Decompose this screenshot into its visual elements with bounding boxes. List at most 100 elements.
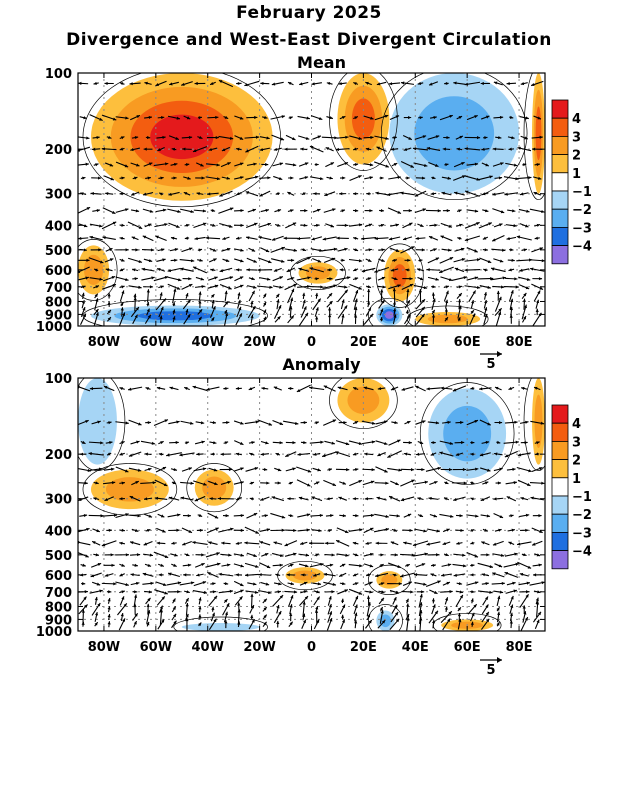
vector-arrowhead [342, 514, 346, 518]
vector-arrowhead [354, 620, 358, 624]
vector-arrowhead [538, 277, 543, 281]
vector-arrowhead [316, 596, 320, 601]
vector-arrowhead [150, 248, 155, 252]
vector-arrowhead [277, 316, 281, 320]
vector-arrowhead [240, 583, 244, 586]
vector-arrowhead [429, 82, 433, 86]
vector-arrowhead [444, 317, 448, 321]
vector-arrowhead [146, 289, 150, 293]
vector-arrowhead [236, 236, 240, 240]
vector-arrowhead [513, 589, 517, 593]
vector-arrowhead [445, 285, 450, 289]
vector-arrowhead [266, 481, 270, 485]
vector-arrowhead [221, 541, 225, 545]
vector-arrowhead [406, 176, 410, 180]
vector-arrowhead [147, 176, 151, 180]
vector-arrowhead [537, 611, 542, 616]
vector-arrowhead [83, 224, 88, 228]
vector-arrowhead [535, 601, 540, 605]
vector-arrowhead [419, 116, 423, 120]
vector-arrowhead [277, 209, 282, 213]
vector-arrowhead [279, 162, 284, 166]
vector-arrowhead [358, 175, 362, 179]
vector-arrowhead [480, 81, 484, 86]
colorbar-segment [551, 99, 569, 119]
vector-arrowhead [94, 622, 98, 626]
vector-arrowhead [240, 513, 244, 518]
vector-arrowhead [201, 440, 205, 444]
vector-arrowhead [187, 514, 191, 518]
vector-arrowhead [331, 590, 335, 594]
vector-arrowhead [523, 304, 528, 309]
vector-arrowhead [107, 452, 111, 456]
vector-arrowhead [460, 247, 465, 251]
vector-arrowhead [266, 528, 271, 532]
vector-arrowhead [474, 249, 478, 253]
y-tick-label: 1000 [36, 625, 72, 640]
vector-arrowhead [488, 222, 492, 226]
vector-arrowhead [476, 258, 481, 262]
colorbar-tick-label: 2 [572, 149, 581, 164]
vector-arrowhead [439, 270, 443, 273]
vector-arrowhead [198, 614, 202, 618]
vector-arrowhead [93, 81, 97, 85]
panel-mean: 80W 60W 40W 20W 0 20E 40E 60E 80E 100 200 300 400 500… [36, 53, 592, 372]
vector-arrowhead [423, 163, 428, 167]
vector-arrowhead [290, 595, 294, 599]
vector-arrowhead [485, 611, 489, 616]
vector-arrowhead [406, 300, 410, 304]
vector-arrowhead [239, 276, 244, 280]
vector-arrowhead [498, 311, 502, 315]
vector-arrowhead [171, 541, 175, 545]
vector-arrowhead [228, 553, 232, 557]
vector-arrowhead [353, 387, 357, 391]
vector-arrowhead [354, 298, 358, 303]
vector-arrowhead [329, 563, 334, 567]
vector-arrowhead [525, 528, 529, 532]
panel-anomaly: 80W 60W 40W 20W 0 20E 40E 60E 80E 100 200 300 400 500… [36, 355, 592, 678]
vector-arrowhead [159, 192, 163, 196]
vector-arrowhead [147, 597, 151, 602]
vector-arrowhead [162, 467, 167, 470]
vector-arrowhead [410, 590, 414, 594]
vector-arrowhead [480, 497, 485, 501]
colorbar-tick-label: −1 [572, 185, 592, 200]
vector-arrowhead [385, 164, 389, 168]
vector-arrowhead [537, 116, 541, 120]
vector-arrowhead [499, 467, 503, 471]
vector-arrowhead [493, 81, 498, 85]
vector-arrowhead [304, 176, 309, 180]
vector-arrowhead [301, 191, 306, 195]
vector-arrowhead [125, 116, 129, 120]
vector-arrowhead [394, 277, 398, 281]
vector-arrowhead [421, 306, 425, 311]
vector-arrowhead [212, 248, 217, 252]
vector-arrowhead [369, 527, 374, 531]
vector-arrowhead [135, 481, 139, 485]
vector-arrowhead [240, 208, 244, 213]
vector-arrowhead [460, 528, 464, 532]
chart-subtitle: Divergence and West-East Divergent Circu… [66, 30, 552, 50]
axis-ticks: 80W 60W 40W 20W 0 20E 40E 60E 80E 100 200 300 400 500… [36, 372, 545, 655]
vector-arrowhead [277, 468, 282, 472]
vector-arrowhead [527, 565, 532, 569]
vector-arrowhead [144, 452, 148, 456]
vector-arrowhead [173, 162, 178, 166]
vector-arrowhead [212, 590, 216, 594]
vector-arrowhead [273, 147, 278, 151]
vector-arrowhead [322, 237, 327, 241]
vector-arrowhead [201, 176, 205, 180]
vector-arrowhead [86, 136, 90, 140]
vector-arrowhead [148, 514, 153, 518]
vector-arrowhead [520, 192, 524, 196]
vector-arrowhead [147, 563, 152, 567]
vector-arrowhead [470, 497, 474, 501]
vector-arrowhead [239, 313, 242, 317]
vector-arrowhead [319, 177, 324, 181]
vector-arrowhead [343, 420, 347, 425]
vector-arrowhead [393, 314, 397, 318]
vector-arrowhead [395, 590, 400, 594]
vector-arrowhead [253, 513, 258, 516]
vector-arrowhead [108, 590, 112, 594]
vector-arrowhead [410, 468, 415, 472]
